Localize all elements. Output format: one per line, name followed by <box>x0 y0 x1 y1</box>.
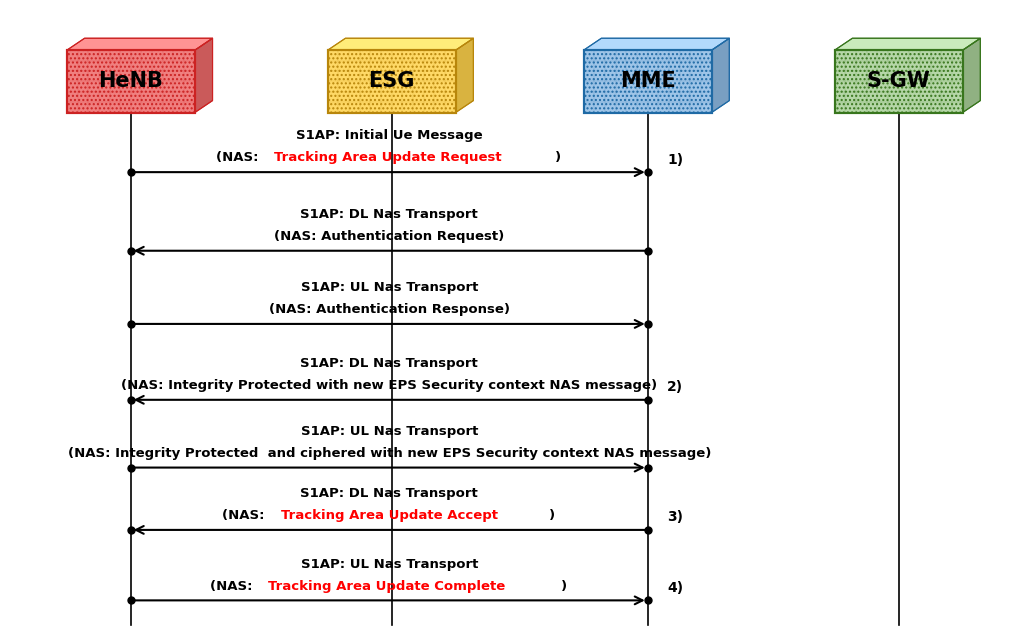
Text: S1AP: DL Nas Transport: S1AP: DL Nas Transport <box>300 208 478 221</box>
Text: S1AP: DL Nas Transport: S1AP: DL Nas Transport <box>300 357 478 370</box>
Text: HeNB: HeNB <box>99 71 163 91</box>
Text: 1): 1) <box>667 153 684 167</box>
Text: 2): 2) <box>667 380 684 394</box>
Text: Tracking Area Update Accept: Tracking Area Update Accept <box>281 509 498 522</box>
Text: ESG: ESG <box>368 71 415 91</box>
Text: S1AP: UL Nas Transport: S1AP: UL Nas Transport <box>300 558 478 571</box>
Polygon shape <box>67 38 213 50</box>
Text: (NAS:: (NAS: <box>222 509 269 522</box>
Text: (NAS: Integrity Protected with new EPS Security context NAS message): (NAS: Integrity Protected with new EPS S… <box>121 379 657 392</box>
Polygon shape <box>195 38 213 113</box>
Polygon shape <box>962 38 981 113</box>
Polygon shape <box>835 38 981 50</box>
Text: S1AP: UL Nas Transport: S1AP: UL Nas Transport <box>300 425 478 438</box>
Polygon shape <box>455 38 474 113</box>
Text: Tracking Area Update Complete: Tracking Area Update Complete <box>268 580 505 593</box>
Text: MME: MME <box>620 71 675 91</box>
Text: S-GW: S-GW <box>867 71 930 91</box>
Text: ): ) <box>549 509 555 522</box>
FancyBboxPatch shape <box>584 50 711 113</box>
Text: ): ) <box>561 580 567 593</box>
Text: (NAS:: (NAS: <box>210 580 257 593</box>
Text: S1AP: DL Nas Transport: S1AP: DL Nas Transport <box>300 487 478 500</box>
Text: S1AP: UL Nas Transport: S1AP: UL Nas Transport <box>300 282 478 294</box>
Text: 3): 3) <box>667 510 684 524</box>
Text: (NAS: Authentication Request): (NAS: Authentication Request) <box>274 230 505 243</box>
Text: ): ) <box>555 152 561 164</box>
Text: Tracking Area Update Request: Tracking Area Update Request <box>273 152 502 164</box>
FancyBboxPatch shape <box>67 50 195 113</box>
FancyBboxPatch shape <box>328 50 455 113</box>
Polygon shape <box>711 38 729 113</box>
Text: 4): 4) <box>667 581 684 595</box>
Text: (NAS: Authentication Response): (NAS: Authentication Response) <box>268 303 510 317</box>
Polygon shape <box>584 38 729 50</box>
FancyBboxPatch shape <box>835 50 962 113</box>
Text: (NAS:: (NAS: <box>216 152 263 164</box>
Polygon shape <box>328 38 474 50</box>
Text: (NAS: Integrity Protected  and ciphered with new EPS Security context NAS messag: (NAS: Integrity Protected and ciphered w… <box>68 447 711 460</box>
Text: S1AP: Initial Ue Message: S1AP: Initial Ue Message <box>296 129 482 143</box>
